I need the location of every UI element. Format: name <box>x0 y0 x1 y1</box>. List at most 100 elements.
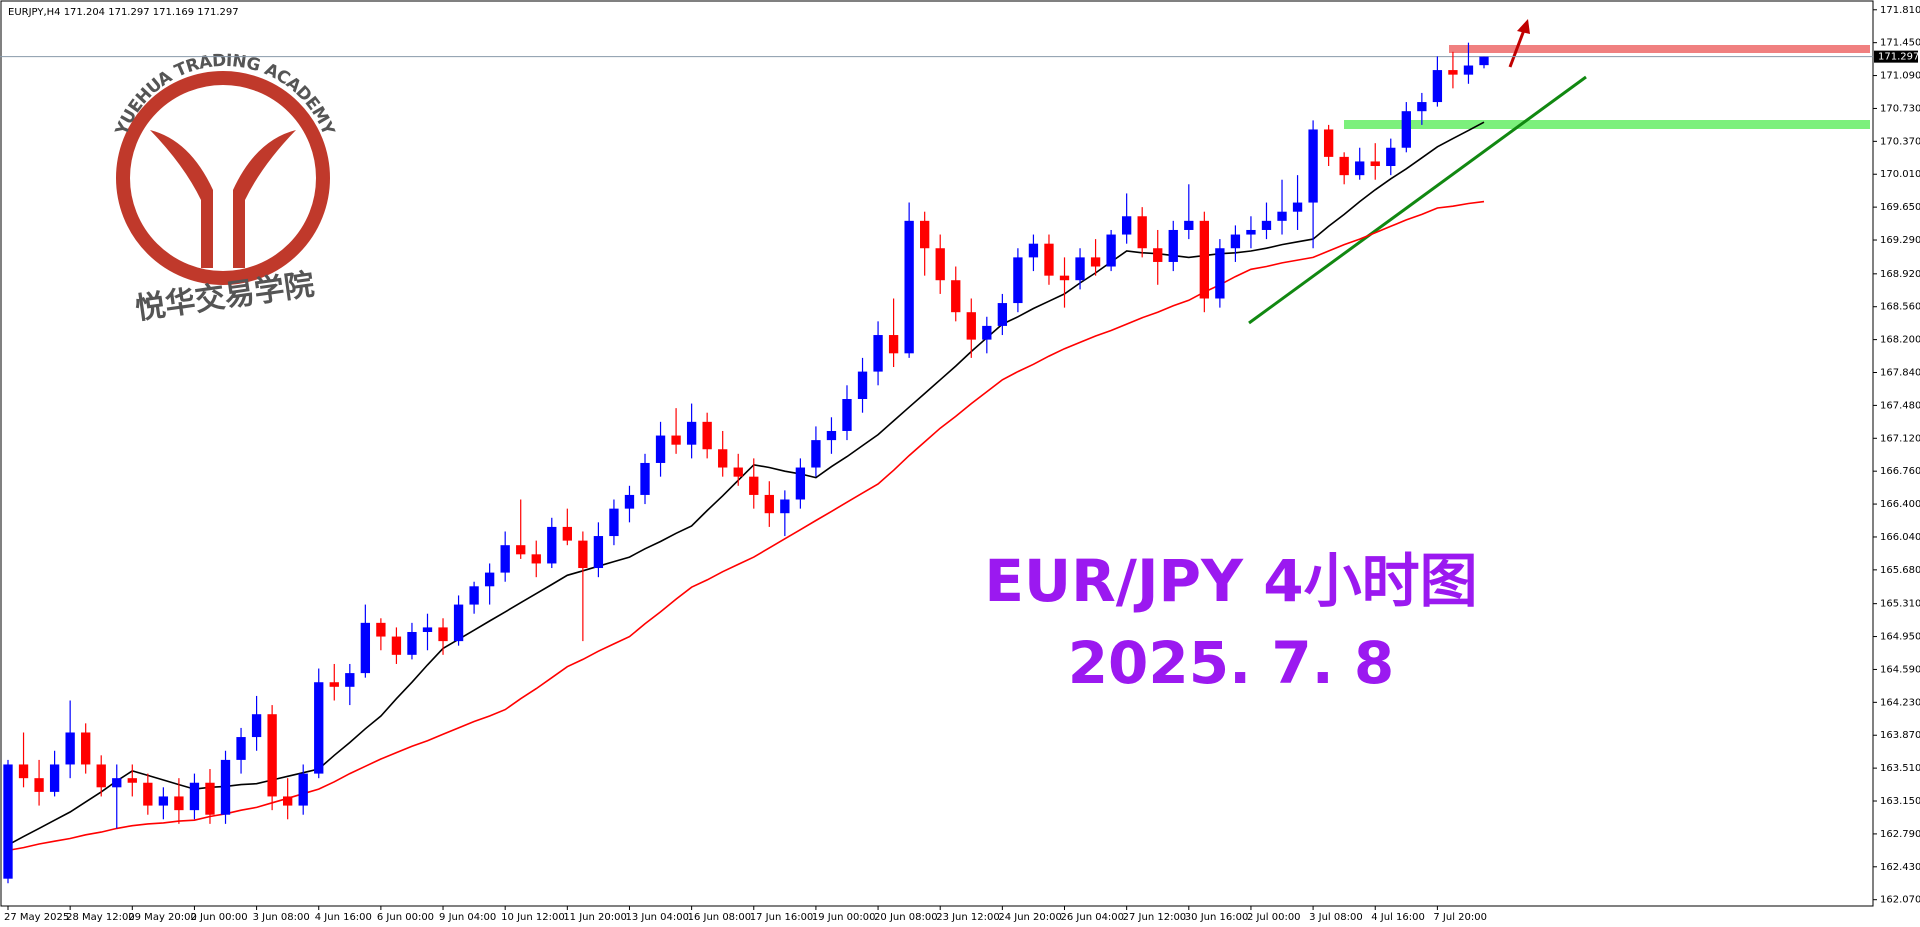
candle-body <box>547 526 557 564</box>
candle-body <box>1448 70 1458 75</box>
candle-body <box>1121 216 1132 235</box>
y-tick-label: 163.870 <box>1880 730 1920 741</box>
candle-body <box>764 494 774 514</box>
candle-body <box>127 778 137 783</box>
candle-body <box>516 545 526 555</box>
y-tick-label: 170.010 <box>1880 169 1920 180</box>
y-tick-label: 171.090 <box>1880 71 1920 82</box>
y-tick-label: 166.400 <box>1880 499 1920 510</box>
moving-average <box>7 200 1485 852</box>
candle-body <box>1355 161 1365 176</box>
candle-body <box>1013 257 1023 304</box>
x-tick-label: 3 Jun 08:00 <box>253 912 310 923</box>
x-tick-label: 3 Jul 08:00 <box>1309 912 1363 923</box>
y-tick-label: 164.950 <box>1880 632 1920 643</box>
candle-body <box>81 732 91 765</box>
candle-body <box>1479 56 1489 66</box>
candle-body <box>1075 257 1085 281</box>
candle-body <box>935 248 945 281</box>
last-price-label: 171.297 <box>1878 52 1919 63</box>
y-tick-label: 171.450 <box>1880 38 1920 49</box>
candle-body <box>1168 229 1178 262</box>
candle-body <box>531 554 541 564</box>
candle-body <box>438 627 448 642</box>
candle-body <box>360 622 371 674</box>
y-tick-label: 164.590 <box>1880 664 1920 675</box>
x-tick-label: 2 Jul 00:00 <box>1247 912 1301 923</box>
candle-body <box>749 476 759 495</box>
y-tick-label: 168.920 <box>1880 269 1920 280</box>
x-tick-label: 27 May 2025 <box>4 912 69 923</box>
candle-body <box>655 435 666 463</box>
candle-body <box>1246 229 1256 235</box>
x-tick-label: 27 Jun 12:00 <box>1123 912 1187 923</box>
candle-body <box>329 682 339 687</box>
candle-body <box>500 545 510 573</box>
y-tick-label: 162.070 <box>1880 895 1920 906</box>
resistance-zone <box>1449 45 1870 53</box>
y-tick-label: 168.560 <box>1880 302 1920 313</box>
x-tick-label: 13 Jun 04:00 <box>625 912 689 923</box>
candle-body <box>484 572 495 587</box>
candle-body <box>1153 248 1163 262</box>
candle-body <box>345 673 355 687</box>
candle-body <box>391 636 402 655</box>
logo: YUEHUA TRADING ACADEMY 悦华交易学院 <box>111 51 338 327</box>
y-tick-label: 164.230 <box>1880 697 1920 708</box>
y-tick-label: 169.290 <box>1880 235 1920 246</box>
candle-body <box>920 220 930 249</box>
x-tick-label: 9 Jun 04:00 <box>439 912 496 923</box>
candle-body <box>283 796 293 806</box>
x-tick-label: 11 Jun 20:00 <box>563 912 627 923</box>
candle-body <box>904 220 914 354</box>
y-tick-label: 163.150 <box>1880 796 1920 807</box>
x-tick-label: 20 Jun 08:00 <box>874 912 938 923</box>
y-tick-label: 167.480 <box>1880 400 1920 411</box>
candle-body <box>34 778 44 792</box>
candle-body <box>251 714 262 738</box>
candle-body <box>174 796 184 811</box>
x-tick-label: 19 Jun 00:00 <box>812 912 876 923</box>
candle-body <box>718 449 728 468</box>
candle-body <box>1137 216 1147 249</box>
x-tick-label: 28 May 12:00 <box>66 912 135 923</box>
candle-body <box>1308 129 1318 203</box>
candle-body <box>1199 220 1209 299</box>
support-zone <box>1344 120 1870 129</box>
candle-body <box>1059 275 1070 281</box>
x-tick-label: 2 Jun 00:00 <box>190 912 247 923</box>
candle-body <box>578 540 588 569</box>
candle-body <box>873 335 883 372</box>
candle-body <box>1184 220 1194 230</box>
candle-body <box>888 335 899 354</box>
y-tick-label: 162.790 <box>1880 829 1920 840</box>
candle-body <box>640 462 650 495</box>
x-tick-label: 16 Jun 08:00 <box>688 912 752 923</box>
candle-body <box>1417 102 1427 112</box>
candle-body <box>686 421 697 445</box>
x-tick-label: 17 Jun 16:00 <box>750 912 814 923</box>
annotation: EUR/JPY 4小时图 <box>984 547 1477 615</box>
candle-body <box>1230 234 1241 249</box>
x-tick-label: 26 Jun 04:00 <box>1061 912 1125 923</box>
candle-body <box>314 682 324 774</box>
candle-body <box>1323 129 1334 157</box>
candle-body <box>562 526 572 541</box>
x-tick-label: 6 Jun 00:00 <box>377 912 434 923</box>
y-tick-label: 170.730 <box>1880 103 1920 114</box>
x-tick-label: 4 Jul 16:00 <box>1371 912 1425 923</box>
candle-body <box>1292 202 1303 212</box>
annotation: 2025. 7. 8 <box>1068 629 1395 697</box>
y-tick-label: 167.840 <box>1880 368 1920 379</box>
candle-body <box>593 536 604 569</box>
candle-body <box>966 312 976 340</box>
y-tick-label: 165.310 <box>1880 599 1920 610</box>
candle-body <box>96 764 106 788</box>
candle-body <box>624 494 635 509</box>
y-tick-label: 168.200 <box>1880 335 1920 346</box>
candle-body <box>1215 248 1225 299</box>
candle-body <box>1401 111 1411 148</box>
candle-body <box>982 325 992 340</box>
trendline <box>1248 75 1587 325</box>
